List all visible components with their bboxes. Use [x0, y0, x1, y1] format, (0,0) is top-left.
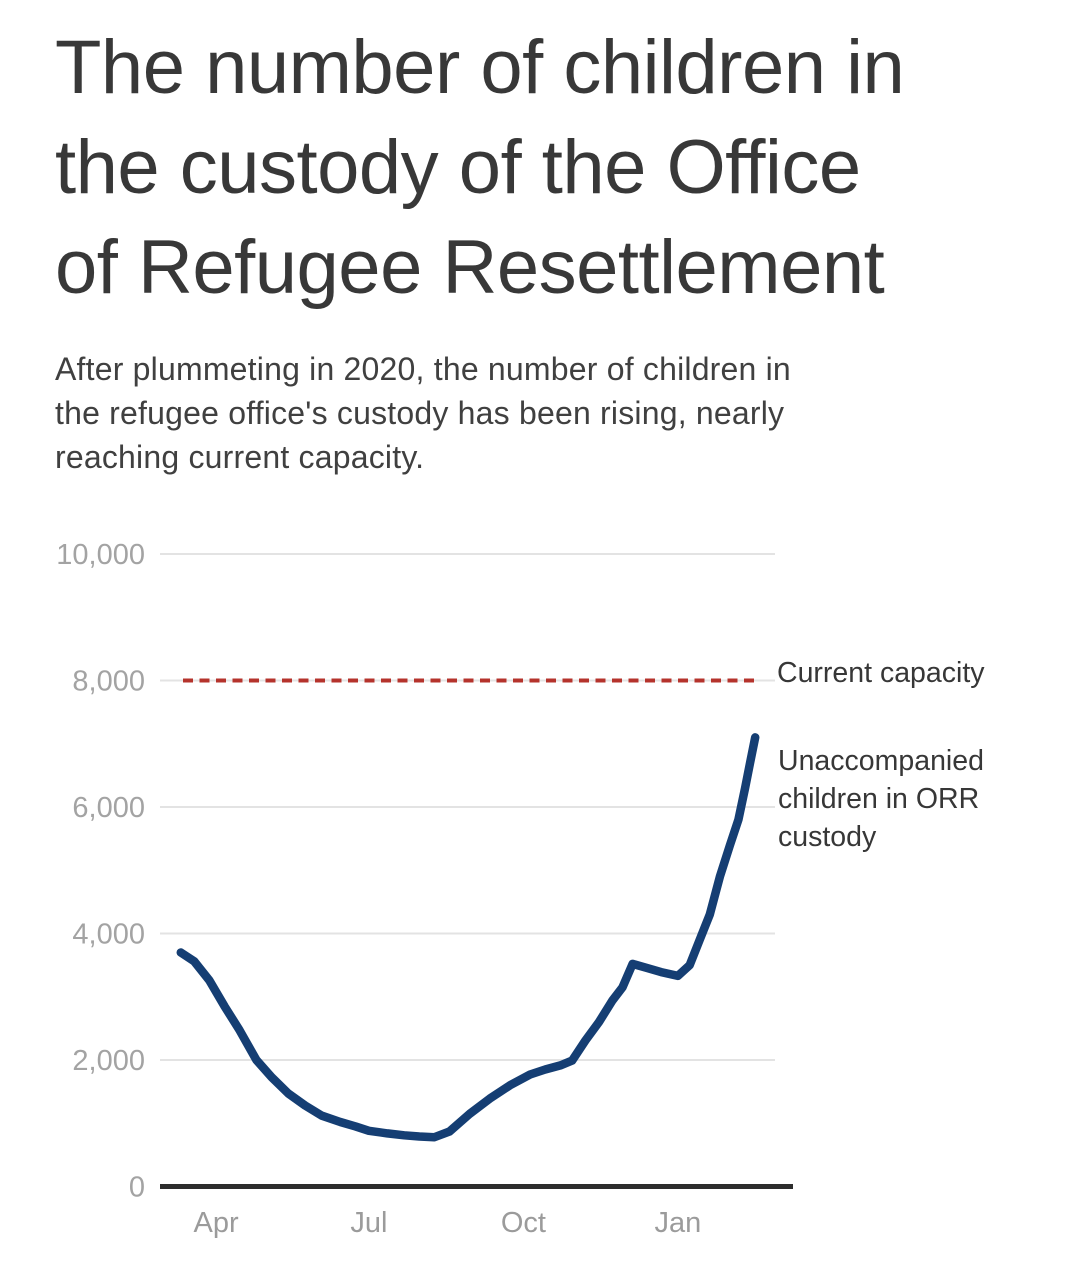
legend-series-label-line: children in ORR: [778, 783, 980, 815]
y-axis-tick-label: 6,000: [72, 792, 145, 824]
x-axis-tick-label: Jul: [350, 1207, 387, 1239]
chart-subtitle-line: the refugee office's custody has been ri…: [55, 395, 785, 431]
y-axis-tick-label: 10,000: [56, 539, 145, 571]
y-axis-tick-label: 4,000: [72, 919, 145, 951]
x-axis-tick-label: Apr: [193, 1207, 238, 1239]
x-axis-tick-labels: Apr Jul Oct Jan: [193, 1207, 701, 1239]
page-title-line: the custody of the Office: [55, 125, 861, 210]
legend-series-label-line: custody: [778, 821, 877, 853]
page-title: The number of children in the custody of…: [55, 18, 905, 318]
y-gridlines: [160, 553, 793, 1189]
legend-series-label-line: Unaccompanied: [778, 745, 984, 777]
page-title-line: of Refugee Resettlement: [55, 225, 885, 310]
x-axis-tick-label: Jan: [655, 1207, 702, 1239]
legend-capacity-label: Current capacity: [777, 657, 985, 689]
page-title-line: The number of children in: [55, 25, 905, 110]
x-axis-tick-label: Oct: [501, 1207, 546, 1239]
legend-series-label: Unaccompanied children in ORR custody: [778, 742, 1034, 856]
y-axis-tick-label: 0: [129, 1172, 145, 1204]
chart-subtitle-line: After plummeting in 2020, the number of …: [55, 351, 791, 387]
y-axis-tick-label: 2,000: [72, 1045, 145, 1077]
chart-subtitle: After plummeting in 2020, the number of …: [55, 347, 791, 479]
y-axis-tick-label: 8,000: [72, 666, 145, 698]
y-axis-tick-labels: 10,000 8,000 6,000 4,000 2,000 0: [56, 539, 145, 1204]
series-line: [176, 733, 760, 1142]
chart-subtitle-line: reaching current capacity.: [55, 439, 425, 475]
